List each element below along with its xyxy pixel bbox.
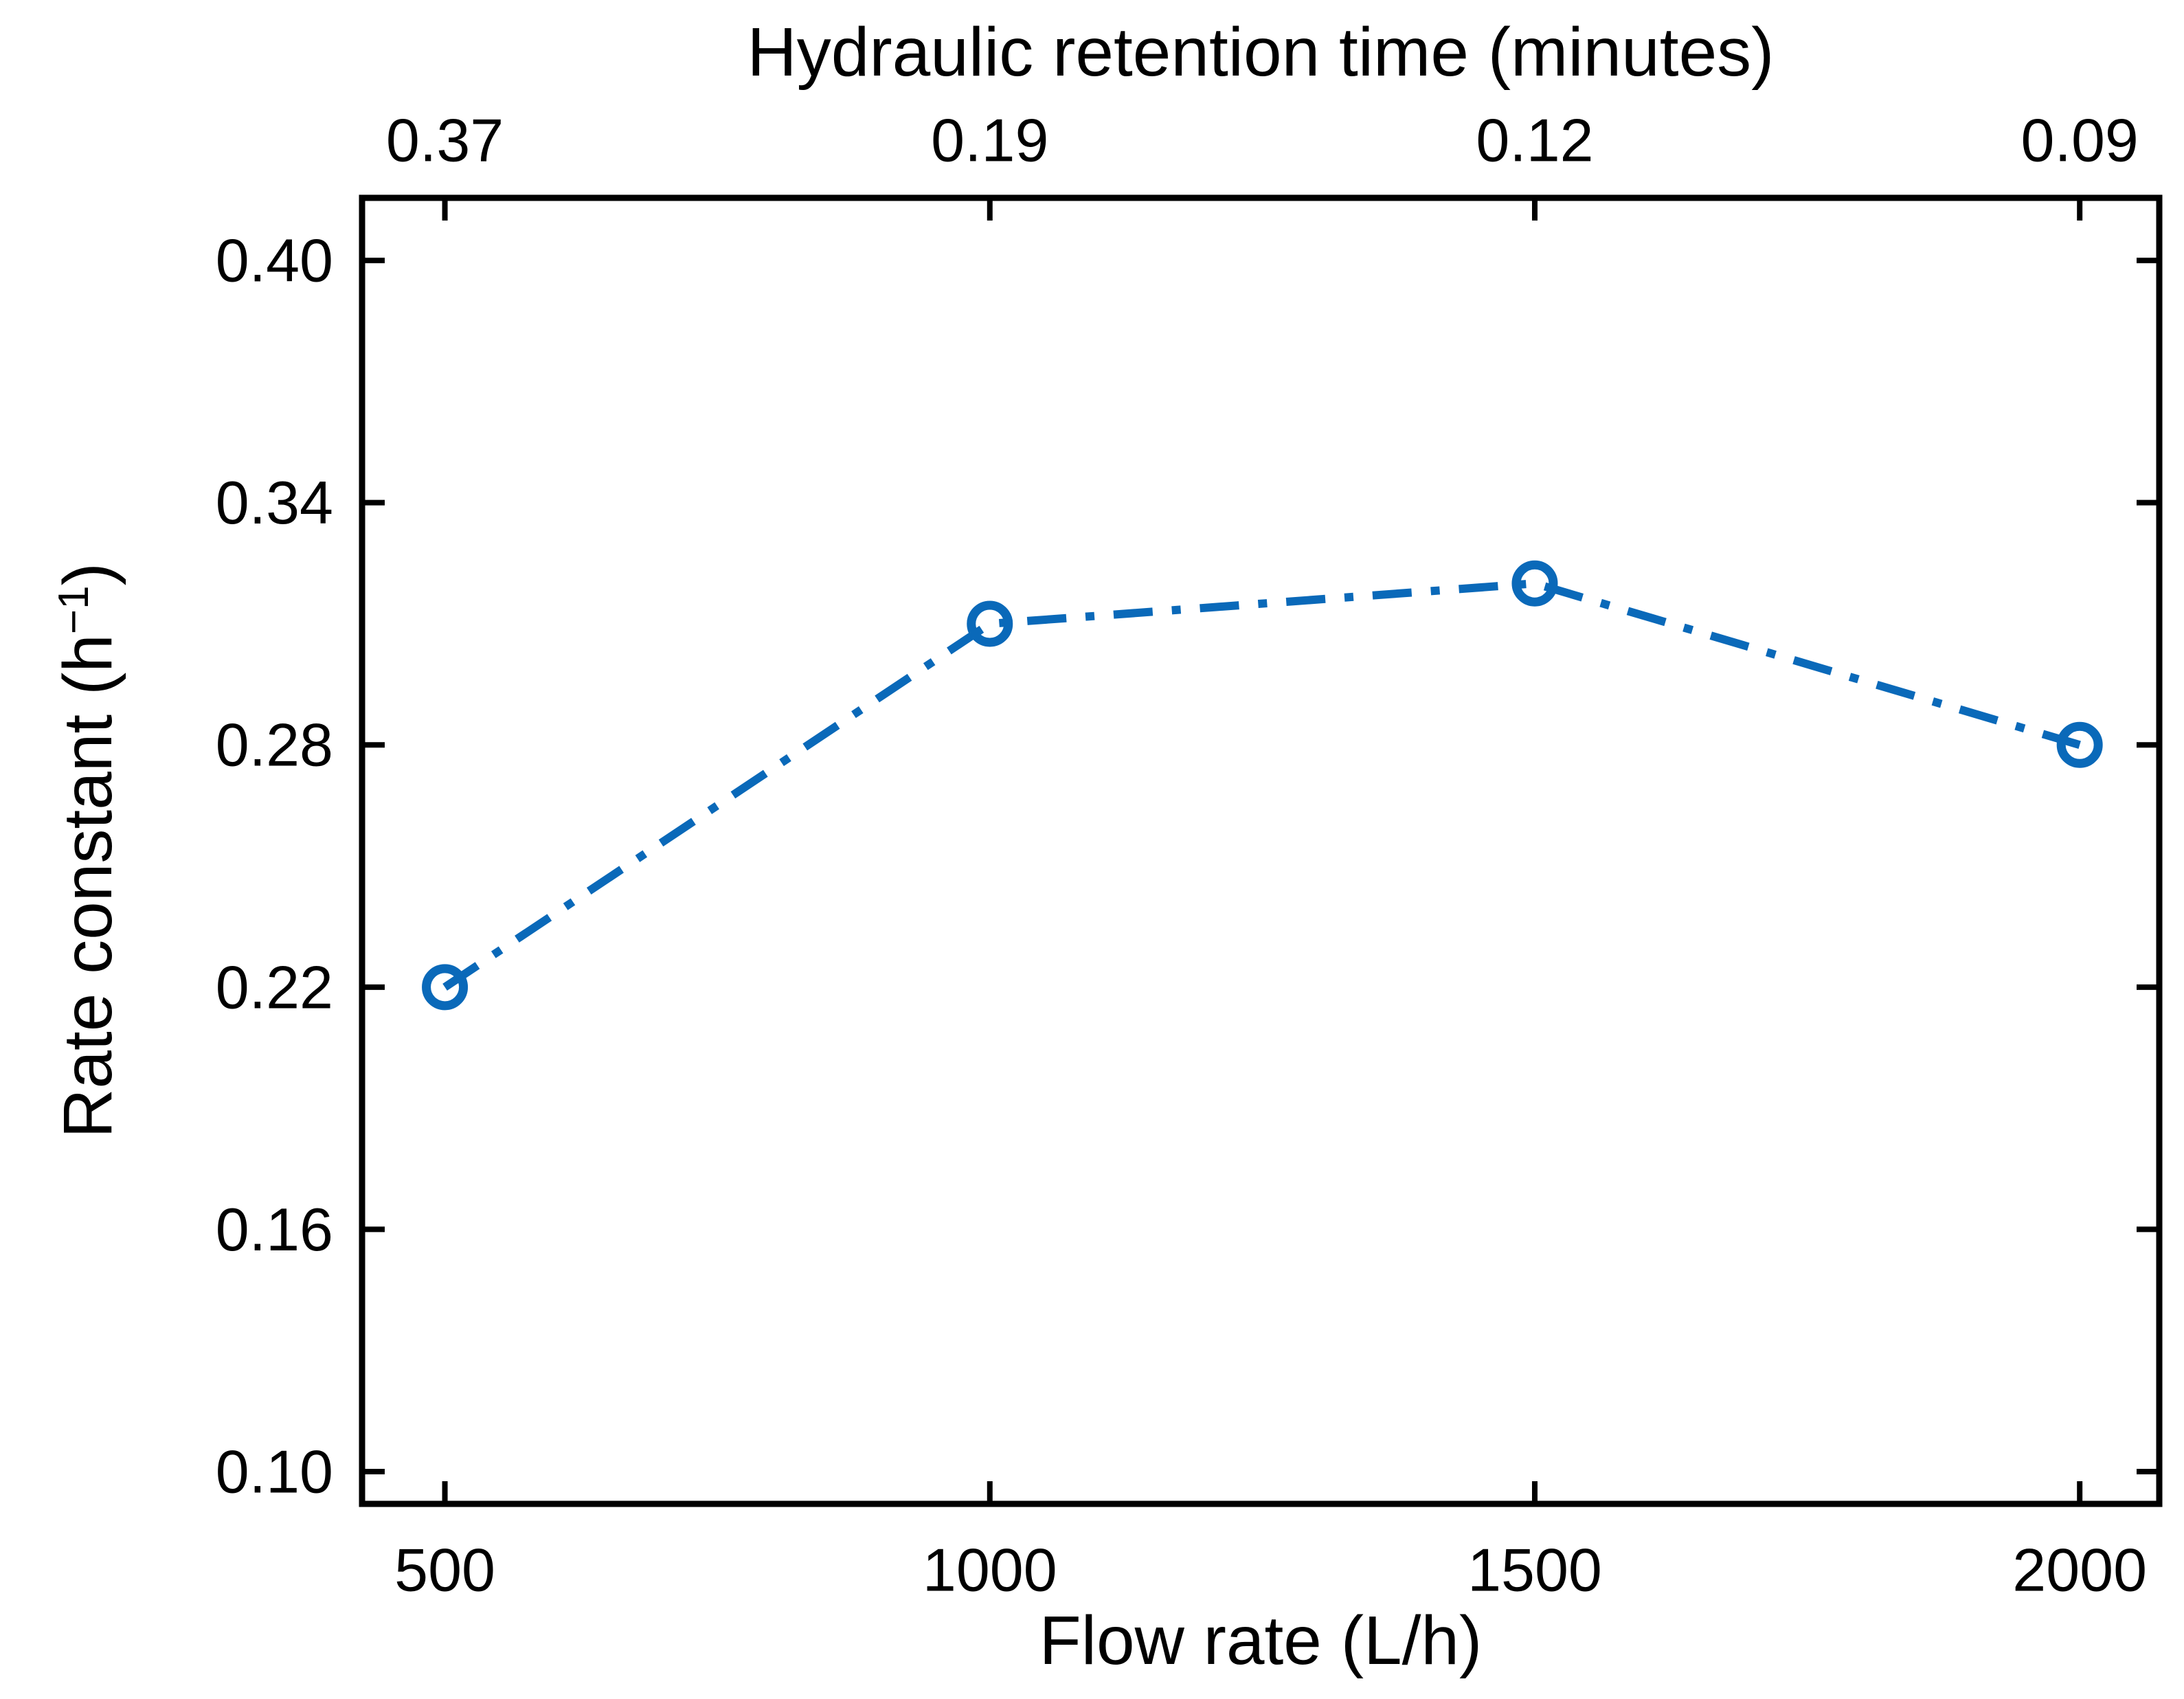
y-axis-title-suffix: ) — [49, 563, 126, 586]
y-tick-label: 0.40 — [216, 227, 333, 295]
top-axis-tick-label: 0.12 — [1476, 106, 1593, 175]
top-axis-tick-label: 0.37 — [386, 106, 504, 175]
top-axis-tick-label: 0.19 — [931, 106, 1048, 175]
plot-border — [359, 194, 2163, 1507]
data-point-marker — [967, 600, 1013, 647]
y-axis-title: Rate constant (h−1) — [49, 563, 126, 1138]
y-tick-label: 0.34 — [216, 469, 333, 537]
y-tick-label: 0.28 — [216, 711, 333, 779]
x-tick-label: 1000 — [923, 1536, 1057, 1604]
data-point-marker — [2056, 721, 2103, 768]
x-tick-label: 2000 — [2012, 1536, 2147, 1604]
x-tick-label: 1500 — [1467, 1536, 1602, 1604]
y-tick-label: 0.10 — [216, 1437, 333, 1505]
x-axis-title: Flow rate (L/h) — [1039, 1602, 1483, 1679]
x-tick-label: 500 — [394, 1536, 495, 1604]
y-tick-label: 0.22 — [216, 953, 333, 1021]
y-axis-title-superscript: −1 — [49, 585, 98, 635]
data-line — [442, 579, 2081, 991]
y-axis-title-text: Rate constant (h — [49, 634, 126, 1138]
top-axis-title: Hydraulic retention time (minutes) — [747, 14, 1775, 91]
y-tick-label: 0.16 — [216, 1195, 333, 1263]
data-point-marker — [1511, 560, 1558, 607]
data-point-marker — [422, 964, 469, 1011]
top-axis-tick-label: 0.09 — [2021, 106, 2139, 175]
